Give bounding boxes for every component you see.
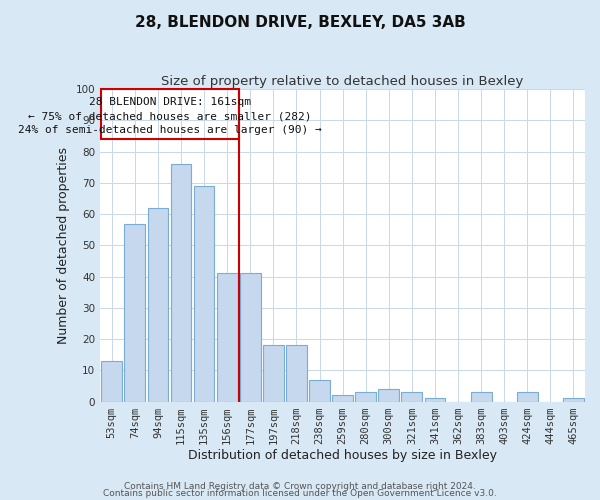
Bar (517, 392, 538, 402)
Bar (379, 389, 399, 402)
Text: ← 75% of detached houses are smaller (282): ← 75% of detached houses are smaller (28… (28, 111, 311, 121)
Bar (563, 398, 584, 402)
Y-axis label: Number of detached properties: Number of detached properties (57, 147, 70, 344)
Bar (286, 346, 307, 402)
Bar (309, 380, 330, 402)
Bar (355, 392, 376, 402)
Text: Contains public sector information licensed under the Open Government Licence v3: Contains public sector information licen… (103, 490, 497, 498)
Text: 24% of semi-detached houses are larger (90) →: 24% of semi-detached houses are larger (… (18, 125, 322, 135)
Bar (401, 392, 422, 402)
Bar (124, 224, 145, 402)
Bar (101, 89, 239, 139)
Bar (194, 186, 214, 402)
Bar (332, 396, 353, 402)
Bar (148, 208, 169, 402)
Bar (263, 346, 284, 402)
Bar (217, 274, 238, 402)
Bar (240, 274, 260, 402)
Bar (425, 398, 445, 402)
Text: 28 BLENDON DRIVE: 161sqm: 28 BLENDON DRIVE: 161sqm (89, 97, 251, 107)
Bar (170, 164, 191, 402)
Text: Contains HM Land Registry data © Crown copyright and database right 2024.: Contains HM Land Registry data © Crown c… (124, 482, 476, 491)
Bar (101, 361, 122, 402)
Title: Size of property relative to detached houses in Bexley: Size of property relative to detached ho… (161, 75, 524, 88)
Text: 28, BLENDON DRIVE, BEXLEY, DA5 3AB: 28, BLENDON DRIVE, BEXLEY, DA5 3AB (134, 15, 466, 30)
Bar (471, 392, 491, 402)
X-axis label: Distribution of detached houses by size in Bexley: Distribution of detached houses by size … (188, 450, 497, 462)
